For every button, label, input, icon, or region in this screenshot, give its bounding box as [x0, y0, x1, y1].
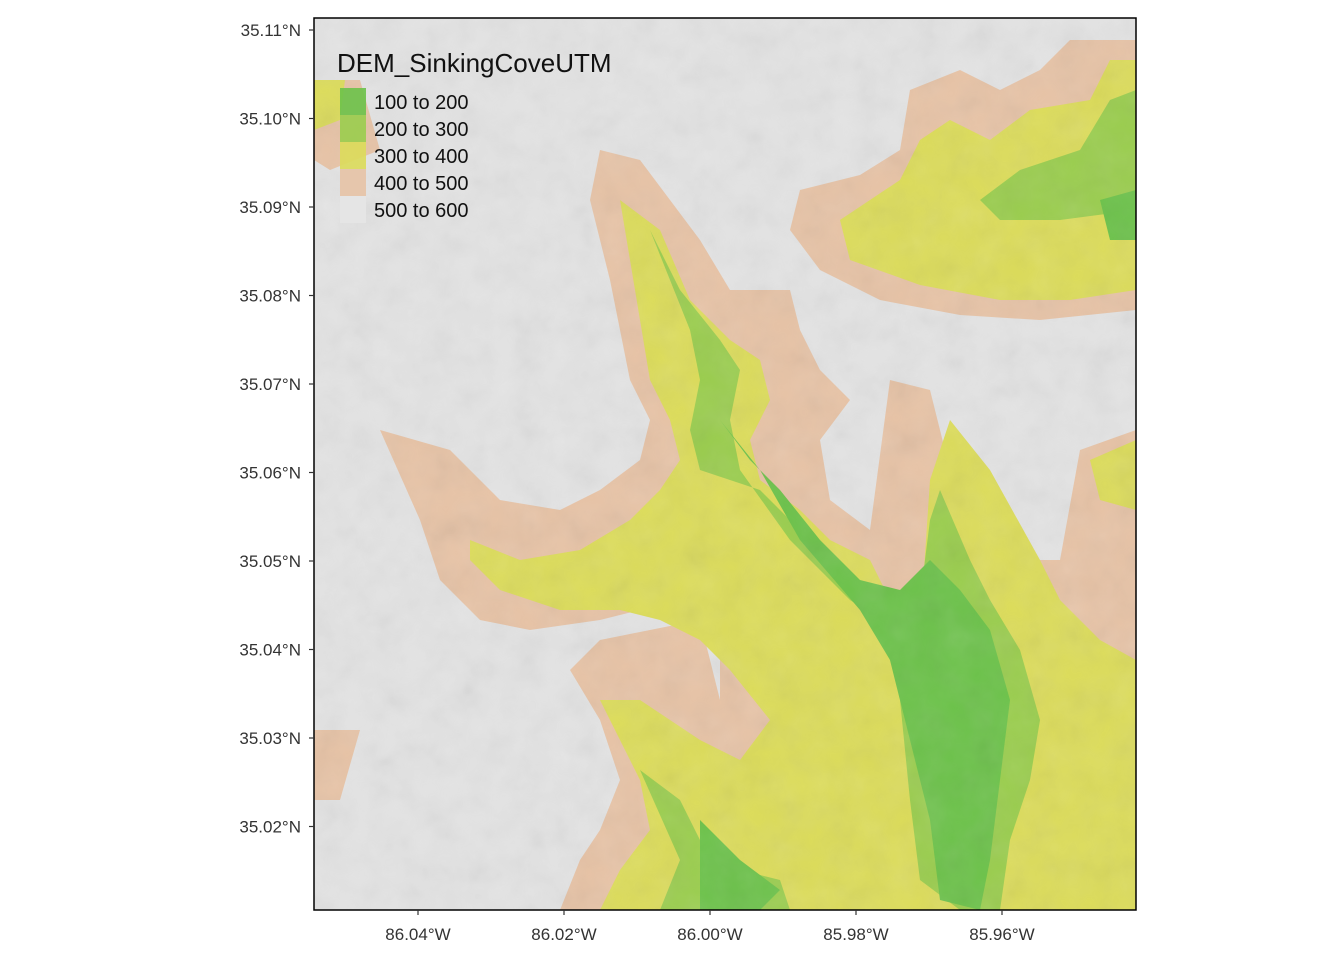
legend-swatch: [340, 169, 366, 196]
legend-swatch: [340, 142, 366, 169]
longitude-axis: 86.04°W 86.02°W 86.00°W 85.98°W 85.96°W: [385, 910, 1035, 944]
lon-tick-label: 86.00°W: [677, 925, 742, 944]
map-frame: [313, 17, 1137, 911]
lon-tick-label: 86.02°W: [531, 925, 596, 944]
lon-tick-label: 85.98°W: [823, 925, 888, 944]
legend-title: DEM_SinkingCoveUTM: [337, 48, 612, 78]
legend: DEM_SinkingCoveUTM 100 to 200 200 to 300 3…: [337, 48, 612, 223]
lat-tick-label: 35.02°N: [239, 818, 301, 837]
lat-tick-label: 35.07°N: [239, 375, 301, 394]
lon-tick-label: 86.04°W: [385, 925, 450, 944]
legend-swatch: [340, 196, 366, 223]
lat-tick-label: 35.10°N: [239, 110, 301, 129]
legend-entry-label: 200 to 300: [374, 119, 469, 141]
legend-swatch: [340, 115, 366, 142]
lat-tick-label: 35.05°N: [239, 552, 301, 571]
legend-swatch: [340, 88, 366, 115]
lat-tick-label: 35.08°N: [239, 287, 301, 306]
lat-tick-label: 35.03°N: [239, 729, 301, 748]
lat-tick-label: 35.06°N: [239, 464, 301, 483]
legend-entry-label: 300 to 400: [374, 146, 469, 168]
legend-entry-label: 500 to 600: [374, 200, 469, 222]
legend-entry-label: 100 to 200: [374, 92, 469, 114]
hillshade-overlay: [314, 18, 1136, 910]
legend-entry-label: 400 to 500: [374, 173, 469, 195]
lon-tick-label: 85.96°W: [969, 925, 1034, 944]
map-panel: [314, 18, 1136, 910]
lat-tick-label: 35.09°N: [239, 198, 301, 217]
lat-tick-label: 35.04°N: [239, 641, 301, 660]
latitude-axis: 35.11°N 35.10°N 35.09°N 35.08°N 35.07°N 35.06…: [239, 21, 314, 837]
lat-tick-label: 35.11°N: [241, 21, 301, 40]
